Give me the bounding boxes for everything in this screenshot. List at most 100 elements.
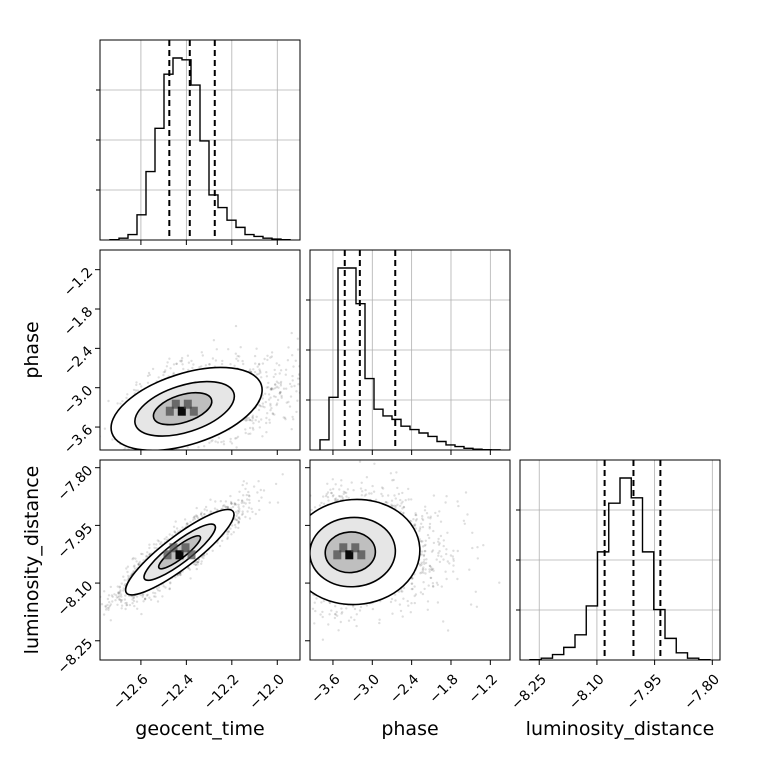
scatter-point — [192, 562, 196, 566]
scatter-point — [248, 501, 251, 505]
scatter-point — [137, 563, 140, 566]
scatter-point — [248, 426, 252, 430]
scatter-point — [286, 359, 290, 362]
scatter-point — [233, 364, 236, 367]
scatter-panel-geocent_time-luminosity_distance — [84, 459, 301, 661]
scatter-point — [179, 573, 182, 577]
scatter-point — [111, 438, 114, 441]
scatter-point — [276, 501, 280, 504]
scatter-point — [131, 558, 134, 561]
scatter-point — [191, 519, 195, 522]
scatter-point — [268, 418, 271, 421]
scatter-point — [283, 416, 287, 419]
scatter-point — [132, 556, 135, 560]
scatter-point — [202, 556, 205, 560]
scatter-point — [242, 494, 245, 497]
scatter-point — [161, 456, 163, 458]
scatter-point — [151, 367, 155, 371]
density-cell — [183, 399, 192, 409]
scatter-point — [109, 619, 113, 622]
scatter-point — [269, 402, 272, 406]
scatter-point — [275, 380, 279, 383]
scatter-point — [195, 506, 198, 510]
scatter-point — [84, 627, 86, 629]
scatter-point — [242, 505, 245, 508]
scatter-point — [177, 451, 179, 453]
scatter-point — [132, 599, 136, 603]
scatter-point — [227, 530, 230, 533]
scatter-point — [279, 391, 282, 394]
scatter-point — [240, 513, 244, 516]
scatter-point — [270, 387, 273, 390]
scatter-point — [130, 572, 133, 575]
scatter-point — [189, 520, 192, 524]
scatter-point — [257, 420, 261, 423]
scatter-point — [229, 494, 232, 498]
scatter-point — [255, 373, 259, 376]
scatter-point — [132, 570, 135, 573]
scatter-point — [203, 508, 206, 511]
scatter-point — [279, 384, 283, 387]
scatter-point — [231, 524, 234, 527]
scatter-point — [124, 602, 127, 605]
scatter-point — [284, 373, 287, 376]
scatter-point — [154, 592, 157, 595]
scatter-point — [160, 456, 162, 458]
scatter-point — [235, 514, 238, 518]
scatter-point — [278, 372, 281, 375]
scatter-point — [229, 527, 232, 530]
scatter-point — [268, 421, 271, 424]
scatter-point — [125, 603, 129, 607]
scatter-point — [161, 453, 163, 455]
scatter-point — [237, 505, 240, 509]
scatter-point — [125, 567, 128, 570]
scatter-point — [93, 612, 95, 614]
scatter-point — [259, 371, 262, 374]
scatter-point — [132, 565, 136, 568]
scatter-point — [247, 490, 250, 494]
scatter-point — [244, 431, 247, 435]
scatter-point — [230, 502, 233, 505]
scatter-point — [158, 542, 162, 546]
scatter-point — [276, 398, 280, 402]
scatter-point — [291, 415, 294, 419]
scatter-point — [224, 505, 228, 509]
scatter-point — [244, 502, 247, 505]
scatter-point — [294, 359, 297, 362]
scatter-point — [272, 375, 275, 379]
scatter-point — [236, 509, 240, 512]
scatter-point — [290, 331, 293, 335]
scatter-point — [125, 396, 128, 400]
scatter-point — [233, 503, 236, 506]
scatter-point — [204, 364, 208, 367]
scatter-point — [262, 489, 266, 492]
scatter-point — [125, 601, 128, 605]
scatter-point — [121, 400, 124, 403]
scatter-point — [194, 563, 197, 566]
scatter-point — [149, 598, 153, 601]
scatter-point — [143, 455, 145, 457]
scatter-point — [141, 593, 144, 597]
scatter-point — [214, 440, 217, 443]
scatter-point — [287, 346, 290, 349]
scatter-point — [134, 389, 138, 392]
scatter-point — [135, 595, 139, 598]
scatter-point — [163, 370, 167, 374]
scatter-point — [248, 418, 252, 422]
scatter-point — [195, 514, 199, 518]
scatter-point — [265, 371, 268, 374]
scatter-point — [116, 585, 120, 588]
scatter-point — [134, 557, 137, 560]
scatter-point — [244, 515, 247, 519]
scatter-point — [263, 406, 266, 409]
scatter-point — [137, 562, 141, 565]
scatter-point — [241, 359, 244, 363]
scatter-point — [133, 452, 135, 454]
scatter-point — [269, 396, 272, 399]
scatter-point — [236, 512, 239, 515]
scatter-point — [267, 393, 271, 396]
scatter-point — [258, 362, 261, 366]
hist-panel-phase — [306, 249, 511, 451]
scatter-point — [237, 521, 240, 524]
scatter-point — [208, 363, 211, 366]
